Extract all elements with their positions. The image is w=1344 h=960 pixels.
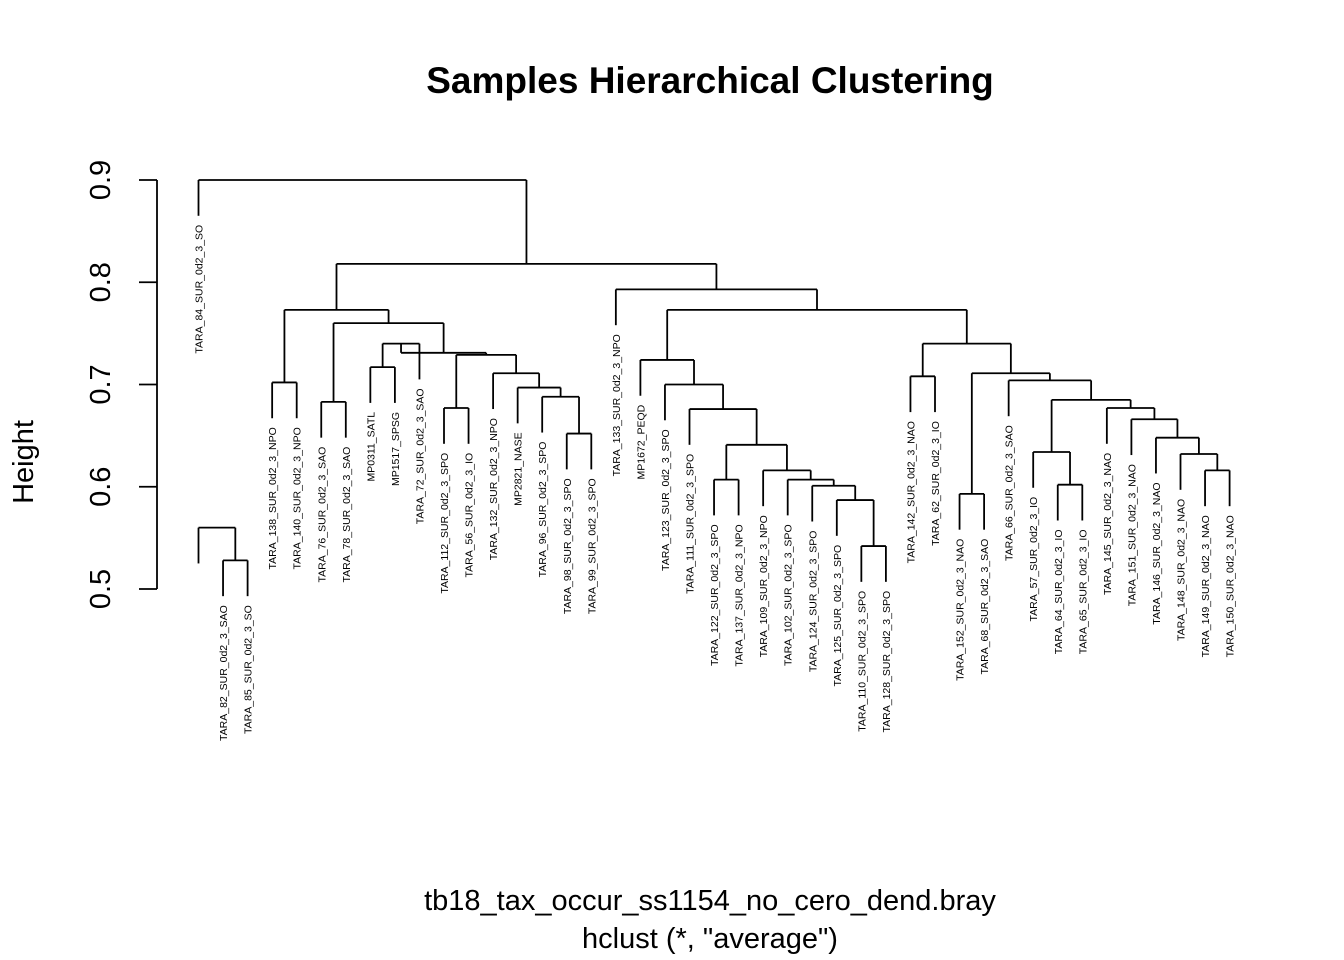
y-tick-label: 0.8 [85, 262, 117, 302]
leaf-label: TARA_123_SUR_0d2_3_SPO [660, 429, 672, 571]
leaf-label: TARA_133_SUR_0d2_3_NPO [611, 334, 623, 476]
leaf-label: TARA_140_SUR_0d2_3_NPO [292, 427, 304, 569]
leaf-label: TARA_66_SUR_0d2_3_SAO [1004, 425, 1016, 561]
leaf-label: TARA_122_SUR_0d2_3_SPO [709, 524, 721, 666]
leaf-label: TARA_150_SUR_0d2_3_NAO [1225, 515, 1237, 657]
method-label: hclust (*, "average") [582, 923, 838, 955]
leaf-label: TARA_111_SUR_0d2_3_SPO [685, 454, 697, 594]
leaf-label: TARA_84_SUR_0d2_3_SO [194, 225, 206, 354]
leaf-label: TARA_145_SUR_0d2_3_NAO [1102, 453, 1114, 595]
chart-title: Samples Hierarchical Clustering [426, 60, 994, 101]
leaf-label: TARA_112_SUR_0d2_3_SPO [439, 453, 451, 594]
y-axis-label: Height [8, 420, 40, 504]
leaf-label: TARA_124_SUR_0d2_3_SPO [807, 531, 819, 673]
leaf-label: TARA_128_SUR_0d2_3_SPO [881, 591, 893, 733]
leaf-label: TARA_82_SUR_0d2_3_SAO [218, 605, 230, 741]
leaf-label: TARA_109_SUR_0d2_3_NPO [758, 515, 770, 657]
leaf-label: TARA_137_SUR_0d2_3_NPO [734, 524, 746, 666]
leaf-label: TARA_64_SUR_0d2_3_IO [1053, 529, 1065, 654]
y-tick-label: 0.7 [85, 364, 117, 404]
x-axis-label: tb18_tax_occur_ss1154_no_cero_dend.bray [424, 885, 996, 917]
leaf-label: TARA_98_SUR_0d2_3_SPO [562, 478, 574, 614]
leaf-label: TARA_102_SUR_0d2_3_SPO [783, 524, 795, 666]
leaf-label: TARA_85_SUR_0d2_3_SO [243, 605, 255, 734]
leaf-label: TARA_78_SUR_0d2_3_SAO [341, 447, 353, 583]
leaf-label: TARA_148_SUR_0d2_3_NAO [1176, 499, 1188, 641]
leaf-label: TARA_96_SUR_0d2_3_SPO [537, 442, 549, 578]
leaf-label: TARA_68_SUR_0d2_3_SAO [979, 539, 991, 675]
leaf-label: TARA_57_SUR_0d2_3_IO [1028, 497, 1040, 622]
y-tick-label: 0.6 [85, 467, 117, 507]
y-tick-label: 0.5 [85, 569, 117, 609]
leaf-label: TARA_76_SUR_0d2_3_SAO [316, 447, 328, 583]
leaf-label: TARA_138_SUR_0d2_3_NPO [267, 427, 279, 569]
dendrogram-tree [197, 179, 1231, 597]
y-tick-label: 0.9 [85, 160, 117, 200]
leaf-label: TARA_62_SUR_0d2_3_IO [930, 421, 942, 546]
leaf-label: MP1517_SPSG [390, 412, 402, 486]
leaf-label: TARA_142_SUR_0d2_3_NAO [905, 421, 917, 563]
leaf-label: TARA_125_SUR_0d2_3_SPO [832, 545, 844, 687]
leaf-label: TARA_65_SUR_0d2_3_IO [1077, 529, 1089, 654]
leaf-label: TARA_132_SUR_0d2_3_NPO [488, 418, 500, 560]
leaf-label: TARA_110_SUR_0d2_3_SPO [856, 591, 868, 732]
leaf-label: TARA_99_SUR_0d2_3_SPO [586, 478, 598, 614]
leaf-label: MP2821_NASE [513, 432, 525, 506]
leaf-label: TARA_146_SUR_0d2_3_NAO [1151, 482, 1163, 624]
y-axis: 0.5 0.6 0.7 0.8 0.9 [85, 160, 158, 609]
leaf-label: TARA_72_SUR_0d2_3_SAO [414, 388, 426, 524]
leaf-label: TARA_152_SUR_0d2_3_NAO [955, 539, 967, 681]
leaf-label: TARA_151_SUR_0d2_3_NAO [1126, 464, 1138, 606]
leaf-label: TARA_56_SUR_0d2_3_IO [464, 453, 476, 578]
leaf-label: TARA_149_SUR_0d2_3_NAO [1200, 515, 1212, 657]
leaf-labels: TARA_84_SUR_0d2_3_SO TARA_82_SUR_0d2_3_SA… [194, 225, 1237, 741]
leaf-label: MP1672_PEQD [635, 404, 647, 479]
leaf-label: MP0311_SATL [365, 412, 377, 482]
